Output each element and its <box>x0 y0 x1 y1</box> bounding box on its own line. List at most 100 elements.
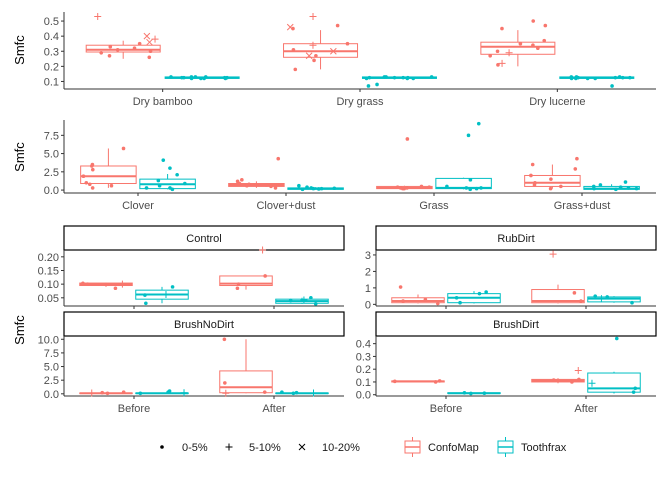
legend-fill-item: ConfoMap <box>404 437 479 457</box>
data-point <box>477 291 482 296</box>
toothfrax-box <box>559 75 635 88</box>
data-point <box>468 178 473 182</box>
data-point <box>542 38 547 43</box>
data-point <box>585 76 590 81</box>
data-point <box>319 186 324 191</box>
panel-wet-food: 0.0 2.5 5.0 7.5 Smfc Clover Clover+dust Grass Gr… <box>12 120 656 212</box>
data-point <box>148 49 153 54</box>
data-point <box>429 75 434 79</box>
legend-fill-label: ConfoMap <box>428 442 479 454</box>
y-tick-label: 0.0 <box>44 185 59 197</box>
data-point <box>235 286 240 291</box>
x-tick-label: Clover <box>122 200 154 212</box>
data-point <box>559 184 563 189</box>
data-point <box>291 391 296 396</box>
x-tick-label: Before <box>118 403 150 415</box>
data-point <box>573 167 578 171</box>
data-point <box>469 391 473 396</box>
confomap-box <box>219 246 273 291</box>
data-point <box>332 186 337 191</box>
y-tick-label: 0.4 <box>44 31 59 43</box>
y-tick-label: 7.5 <box>44 348 59 360</box>
data-point <box>626 186 631 190</box>
y-axis-title: Smfc <box>12 315 27 345</box>
data-point <box>633 386 638 391</box>
y-tick-label: 2 <box>365 266 371 278</box>
data-point <box>454 295 459 300</box>
data-point <box>484 290 488 294</box>
x-tick-label: Grass+dust <box>554 200 611 212</box>
data-point <box>392 75 397 80</box>
x-tick-label: After <box>574 403 598 415</box>
y-tick-label: 0.1 <box>44 76 59 88</box>
data-point <box>143 32 151 40</box>
data-point <box>235 179 240 184</box>
x-tick-label: Clover+dust <box>256 200 315 212</box>
data-point <box>549 250 557 258</box>
data-point <box>392 379 397 384</box>
data-point <box>593 294 598 298</box>
data-point <box>549 177 553 181</box>
data-point <box>182 75 186 80</box>
data-point <box>500 26 504 31</box>
data-point <box>263 274 267 278</box>
data-point <box>375 82 379 87</box>
data-point <box>169 75 173 79</box>
data-point <box>245 183 249 188</box>
y-tick-label: 0.5 <box>44 16 59 28</box>
data-point <box>294 390 299 395</box>
confomap-box <box>376 137 433 191</box>
confomap-box <box>391 379 445 384</box>
legend-shape-item: 5-10% <box>225 442 281 454</box>
data-point <box>223 381 227 385</box>
data-point <box>309 186 314 190</box>
toothfrax-box <box>139 158 196 192</box>
y-tick-label: 0.3 <box>356 351 371 363</box>
data-point <box>309 296 313 300</box>
data-point <box>264 183 269 187</box>
data-point <box>570 380 574 384</box>
toothfrax-box <box>164 75 240 81</box>
data-point <box>437 379 442 383</box>
data-point <box>479 186 483 190</box>
y-tick-label: 0.05 <box>38 293 59 305</box>
data-point <box>364 76 369 81</box>
data-point <box>310 389 318 397</box>
box-iqr <box>480 41 556 55</box>
data-point <box>405 137 410 141</box>
data-point <box>300 296 308 304</box>
confomap-box <box>228 156 285 190</box>
data-point <box>137 41 142 46</box>
confomap-box <box>80 146 137 190</box>
data-point <box>144 301 148 306</box>
toothfrax-box <box>275 296 329 306</box>
data-point <box>614 187 618 192</box>
data-point <box>614 336 619 341</box>
legend-shape-label: 10-20% <box>322 442 360 454</box>
data-point <box>293 67 298 72</box>
y-tick-label: 0.2 <box>356 364 371 376</box>
data-point <box>634 186 639 191</box>
data-point <box>300 187 305 192</box>
y-tick-label: 0.2 <box>44 61 59 73</box>
data-point <box>107 53 112 58</box>
confomap-box <box>219 337 273 397</box>
confomap-box <box>531 250 585 304</box>
y-tick-label: 7.5 <box>44 130 59 142</box>
panel-brushdirt: BrushDirt 0.00.10.20.30.4 Before After <box>356 311 657 415</box>
toothfrax-box <box>587 336 641 394</box>
data-point <box>405 76 410 81</box>
data-point <box>400 186 405 191</box>
data-point <box>433 380 438 384</box>
data-point <box>476 121 481 126</box>
data-point <box>411 76 416 81</box>
toothfrax-box <box>447 391 501 396</box>
data-point <box>99 50 104 55</box>
box-iqr <box>531 289 585 304</box>
x-tick-label: Dry grass <box>336 96 384 108</box>
data-point <box>297 183 301 188</box>
data-point <box>105 391 110 396</box>
data-point <box>530 162 535 167</box>
data-point <box>466 133 471 138</box>
data-point <box>367 75 372 80</box>
